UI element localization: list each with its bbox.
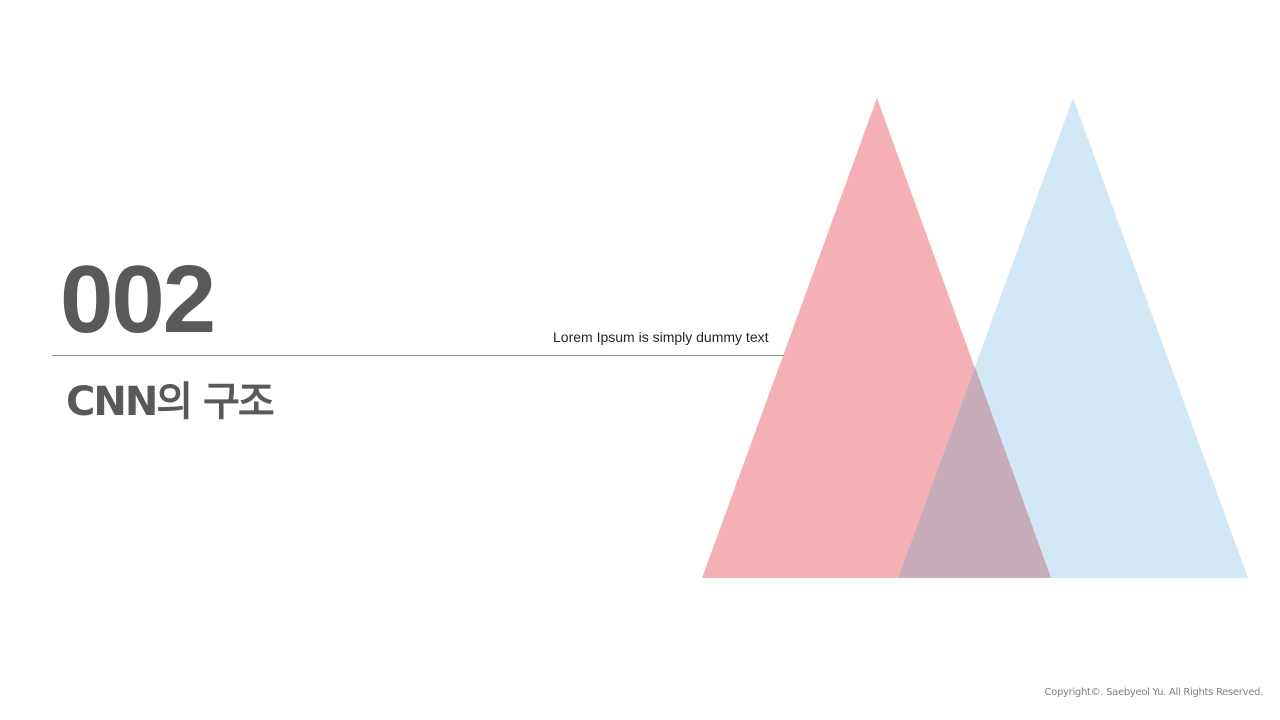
subtitle: Lorem Ipsum is simply dummy text <box>553 329 769 345</box>
section-number: 002 <box>60 246 216 353</box>
overlap-triangle <box>898 367 1051 578</box>
copyright-notice: Copyright©. Saebyeol Yu. All Rights Rese… <box>1044 687 1263 698</box>
section-title: CNN의 구조 <box>66 379 275 425</box>
divider-line <box>52 355 784 356</box>
